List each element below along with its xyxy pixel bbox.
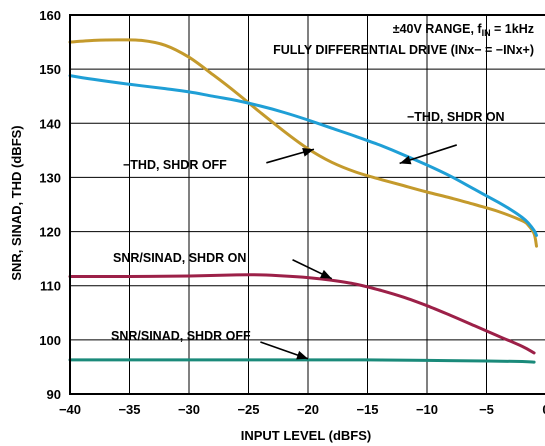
x-tick-label: −25 xyxy=(237,402,259,417)
series-annotation-label: −THD, SHDR ON xyxy=(407,110,505,124)
annotation-arrow-head xyxy=(296,350,308,360)
x-tick-label: −20 xyxy=(297,402,319,417)
x-tick-label: −15 xyxy=(356,402,378,417)
x-tick-label: −35 xyxy=(118,402,140,417)
y-tick-label: 110 xyxy=(40,279,61,294)
series-annotation-label: SNR/SINAD, SHDR ON xyxy=(113,251,246,265)
annotations: −THD, SHDR OFF −THD, SHDR ON SNR/SINAD, SH… xyxy=(111,110,505,360)
series-line xyxy=(68,358,536,364)
series-lines xyxy=(68,38,538,364)
series-line xyxy=(68,273,536,355)
series-annotation-label: −THD, SHDR OFF xyxy=(123,158,227,172)
plot-frame xyxy=(69,14,545,395)
x-tick-label: −10 xyxy=(416,402,438,417)
y-tick-label: 150 xyxy=(39,62,61,77)
y-tick-label: 100 xyxy=(39,333,61,348)
annotation-arrow-head xyxy=(302,147,314,157)
x-axis-label: INPUT LEVEL (dBFS) xyxy=(241,428,371,443)
series-annotation-label: SNR/SINAD, SHDR OFF xyxy=(111,329,251,343)
annotation-arrow-head xyxy=(399,155,412,165)
x-tick-label: −40 xyxy=(59,402,81,417)
y-tick-label: 120 xyxy=(39,225,61,240)
y-tick-label: 130 xyxy=(39,170,61,185)
series-line xyxy=(68,74,538,237)
condition-line-2: FULLY DIFFERENTIAL DRIVE (INx− = −INx+) xyxy=(273,43,534,57)
tick-labels: −40 −35 −30 −25 −20 −15 −10 −5 0 90 100 110 120 130 14… xyxy=(39,8,545,417)
x-tick-label: −30 xyxy=(178,402,200,417)
y-tick-label: 90 xyxy=(47,387,61,402)
y-tick-label: 140 xyxy=(39,116,61,131)
x-tick-label: −5 xyxy=(479,402,494,417)
annotation-arrow-head xyxy=(319,269,332,279)
condition-line-1: ±40V RANGE, fIN = 1kHz xyxy=(393,22,534,38)
series-line xyxy=(68,38,538,248)
grid xyxy=(69,14,545,395)
x-tick-label: 0 xyxy=(542,402,545,417)
y-axis-label: SNR, SINAD, THD (dBFS) xyxy=(9,125,24,280)
y-tick-label: 160 xyxy=(39,8,61,23)
